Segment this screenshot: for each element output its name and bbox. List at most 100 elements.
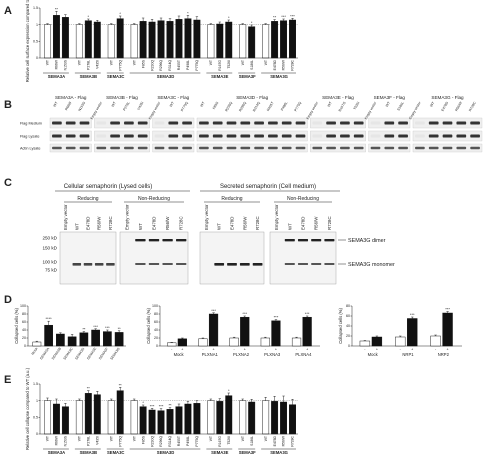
panel-e-significance: *** — [159, 404, 164, 409]
gel-band-dimer — [176, 239, 187, 242]
panel-d-left-significance: ** — [82, 327, 86, 332]
panel-e-bar — [75, 400, 83, 435]
wb-band — [326, 134, 336, 138]
panel-e-group-label: SEMA3B — [80, 450, 97, 455]
panel-letter-d: D — [4, 294, 12, 306]
gel-band-monomer — [324, 263, 335, 265]
gel-band-dimer — [311, 239, 322, 242]
panel-d-left-category-label: SEMA3G — [109, 347, 121, 361]
wb-band — [52, 134, 62, 138]
wb-lane-label: Empty vector — [408, 100, 422, 120]
wb-band — [52, 121, 62, 125]
panel-d-right-group-label: NRP2 — [438, 352, 450, 357]
panel-e-group-label: SEMA3C — [107, 450, 124, 455]
panel-d-right-sign-label: - — [400, 348, 402, 352]
gel-band-dimer — [148, 239, 160, 242]
wb-band — [295, 121, 306, 125]
wb-band — [312, 134, 323, 138]
panel-d-middle-bar — [260, 337, 270, 347]
gel-condition: Reducing — [77, 196, 98, 202]
panel-a-category-label: P775Q — [118, 60, 122, 71]
panel-a-bar — [289, 19, 296, 59]
wb-band — [340, 146, 350, 150]
gel-band-monomer — [252, 263, 263, 266]
wb-row-label: Flag Medium — [20, 121, 42, 125]
gel-marker-label: 100 kD — [42, 259, 57, 264]
wb-band — [370, 121, 381, 125]
panel-d-left-ytick-label: 60 — [22, 320, 26, 324]
panel-a-bar — [44, 24, 51, 59]
wb-lane-label: WT — [429, 101, 435, 108]
gel-marker-label: 150 kD — [42, 245, 57, 250]
panel-d-middle-group-label: PLXNA3 — [264, 352, 281, 357]
gel-title-secreted: Secreted semaphorin (Cell medium) — [220, 184, 316, 190]
panel-d-middle-bar — [198, 338, 208, 347]
panel-a-category-label: R728C — [291, 59, 295, 70]
panel-e-ytick-label: 1 — [36, 399, 38, 403]
panel-d-middle-sign-label: + — [181, 348, 183, 352]
panel-e-category-label: WT — [109, 436, 113, 441]
wb-lane-label: R56/W — [454, 100, 463, 112]
panel-d-right-bar — [442, 312, 453, 347]
wb-band — [442, 121, 453, 125]
wb-band — [79, 121, 90, 125]
panel-a-bar — [75, 24, 83, 59]
wb-band — [326, 146, 336, 150]
wb-band — [415, 146, 425, 150]
panel-d-middle-significance: *** — [242, 311, 247, 316]
panel-e-group-label: SEMA3G — [270, 450, 288, 455]
wb-band — [428, 146, 439, 150]
panel-e-category-label: E478D — [273, 435, 277, 446]
gel-band-monomer — [162, 263, 173, 265]
panel-e-category-label: R230Q — [150, 436, 154, 447]
panel-d-left-ytick-label: 40 — [22, 328, 26, 332]
wb-title: SEMA3C - Flag — [157, 95, 189, 100]
wb-band — [281, 134, 292, 138]
panel-a-bar — [116, 18, 124, 59]
panel-d-right-bar — [430, 335, 441, 347]
panel-e-significance: ** — [168, 403, 172, 408]
panel-a-ylabel: Relative cell surface expression compare… — [25, 0, 30, 82]
panel-e-category-label: WT — [264, 436, 268, 441]
panel-a-bar — [193, 19, 201, 59]
wb-band — [65, 146, 76, 150]
panel-a-bar — [207, 24, 215, 59]
panel-d-left-category-label: SEMA3A — [39, 346, 51, 360]
wb-band — [295, 134, 306, 138]
wb-lane-label: Empty vector — [148, 100, 162, 120]
panel-d-middle-sign-label: - — [171, 348, 173, 352]
panel-a-category-label: WT — [209, 60, 213, 65]
gel-band-dimer — [284, 239, 295, 242]
panel-d-right-sign-label: + — [376, 348, 378, 352]
panel-d-left-significance: *** — [93, 324, 98, 329]
panel-a-bar — [280, 20, 288, 59]
wb-lane-label: WT — [385, 101, 391, 108]
wb-row-label: Flag Lysate — [20, 134, 40, 138]
panel-e-category-label: WT — [78, 436, 82, 441]
panel-e-bar — [262, 400, 270, 435]
panel-e-category-label: R66W — [55, 435, 59, 445]
wb-membrane — [310, 143, 366, 153]
wb-membrane — [94, 130, 150, 142]
panel-e-bar — [84, 393, 92, 435]
panel-d-right-ytick-label: 60 — [346, 314, 350, 318]
panel-e-category-label: WT — [132, 436, 136, 441]
panel-d-left-bar — [103, 331, 112, 347]
panel-e-bar — [93, 394, 101, 435]
wb-band — [240, 121, 251, 125]
panel-a-category-label: F85S — [141, 59, 145, 68]
panel-a-category-label: N153S — [64, 59, 68, 70]
wb-band — [96, 121, 107, 125]
panel-d-middle-sign-label: + — [244, 348, 246, 352]
wb-band — [353, 134, 364, 138]
panel-a-bar — [52, 15, 60, 59]
gel-image — [199, 231, 265, 285]
panel-d-left-category-label: SEMA3C — [62, 346, 74, 360]
panel-a-bar — [130, 24, 138, 59]
wb-membrane — [310, 117, 366, 129]
wb-band — [79, 146, 90, 150]
panel-a-category-label: S186L — [250, 60, 254, 70]
wb-band — [154, 146, 165, 150]
wb-title: SEMA3E - Flag — [322, 95, 354, 100]
wb-membrane — [94, 117, 150, 129]
